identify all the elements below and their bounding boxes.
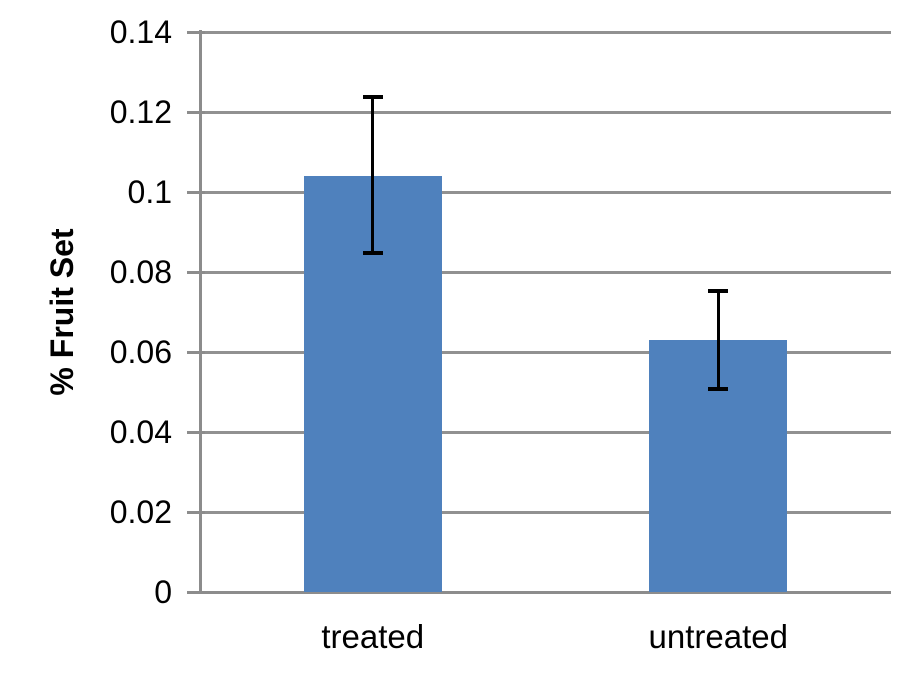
y-tick-label: 0.12 bbox=[109, 94, 172, 130]
y-tick-mark bbox=[187, 351, 205, 354]
gridline bbox=[200, 511, 891, 514]
y-tick-label: 0.06 bbox=[109, 334, 172, 370]
y-tick-label: 0.04 bbox=[109, 414, 172, 450]
gridline bbox=[200, 351, 891, 354]
error-bar-treated-cap-bottom bbox=[362, 251, 383, 255]
y-tick-mark bbox=[187, 431, 205, 434]
y-tick-mark bbox=[187, 191, 205, 194]
y-axis-line bbox=[199, 30, 202, 594]
y-tick-label: 0 bbox=[154, 574, 172, 610]
error-bar-treated-cap-top bbox=[362, 95, 383, 99]
y-tick-mark bbox=[187, 31, 205, 34]
y-tick-mark bbox=[187, 591, 205, 594]
y-tick-label: 0.1 bbox=[127, 174, 172, 210]
error-bar-untreated-cap-bottom bbox=[708, 387, 729, 391]
gridline bbox=[200, 271, 891, 274]
y-tick-label: 0.14 bbox=[109, 14, 172, 50]
error-bar-untreated-line bbox=[716, 290, 720, 390]
x-axis-line bbox=[200, 591, 891, 594]
x-label-treated: treated bbox=[321, 618, 425, 655]
gridline bbox=[200, 31, 891, 34]
gridline bbox=[200, 431, 891, 434]
y-tick-mark bbox=[187, 511, 205, 514]
error-bar-untreated-cap-top bbox=[708, 289, 729, 293]
y-axis-title: % Fruit Set bbox=[44, 228, 80, 396]
y-tick-mark bbox=[187, 271, 205, 274]
y-tick-label: 0.02 bbox=[109, 494, 172, 530]
y-tick-label: 0.08 bbox=[109, 254, 172, 290]
y-tick-mark bbox=[187, 111, 205, 114]
x-label-untreated: untreated bbox=[648, 618, 788, 655]
gridline bbox=[200, 191, 891, 194]
gridline bbox=[200, 111, 891, 114]
error-bar-treated-line bbox=[371, 96, 375, 254]
